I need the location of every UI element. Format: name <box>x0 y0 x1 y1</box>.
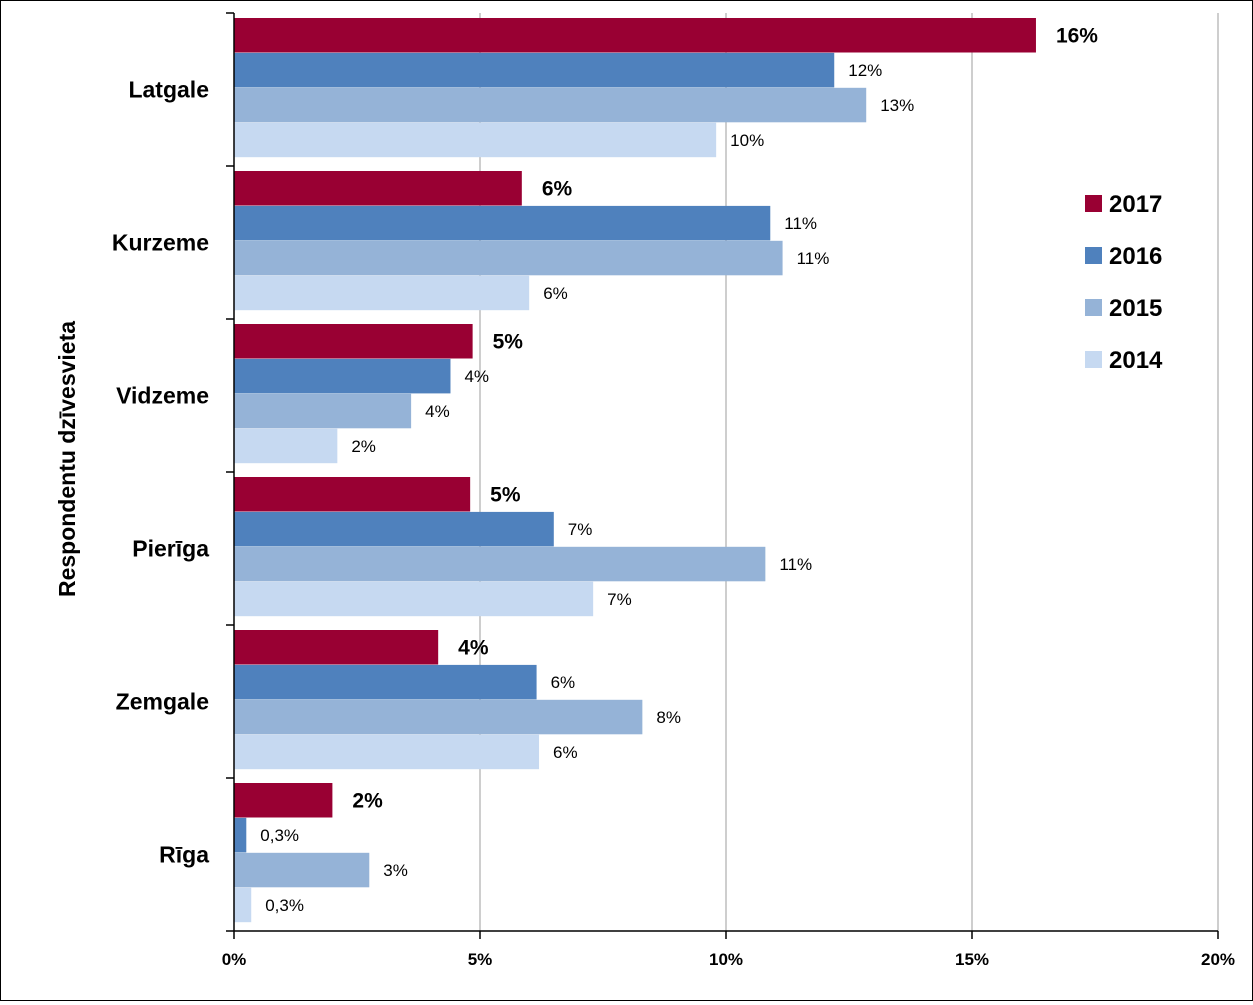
bar-2016-1 <box>234 205 771 241</box>
value-label-2016-0: 12% <box>848 61 882 80</box>
bar-2014-5 <box>234 887 252 923</box>
bar-2015-4 <box>234 699 643 735</box>
category-label-1: Kurzeme <box>112 230 209 256</box>
value-label-2016-4: 6% <box>551 673 576 692</box>
value-label-2014-3: 7% <box>607 590 632 609</box>
labels: 16%12%13%10%Latgale6%11%11%6%Kurzeme5%4%… <box>112 24 1098 915</box>
bar-2015-3 <box>234 546 766 582</box>
bar-2016-2 <box>234 358 451 394</box>
x-tick-label-15: 15% <box>955 950 989 969</box>
value-label-2017-3: 5% <box>490 483 521 506</box>
bar-2017-4 <box>234 630 439 665</box>
legend-swatch-2015 <box>1085 299 1102 316</box>
value-label-2014-2: 2% <box>351 437 376 456</box>
bar-2015-2 <box>234 393 412 429</box>
legend-label-2014: 2014 <box>1109 347 1163 374</box>
bar-2014-4 <box>234 734 540 770</box>
bar-2014-3 <box>234 581 594 617</box>
value-label-2015-5: 3% <box>383 861 408 880</box>
bar-2015-5 <box>234 852 370 888</box>
bar-2016-4 <box>234 664 537 700</box>
value-label-2014-5: 0,3% <box>265 896 304 915</box>
legend-swatch-2017 <box>1085 195 1102 212</box>
value-label-2017-1: 6% <box>542 177 573 200</box>
value-label-2017-2: 5% <box>493 330 524 353</box>
bar-2016-0 <box>234 52 835 88</box>
value-label-2017-4: 4% <box>458 636 489 659</box>
legend-label-2015: 2015 <box>1109 295 1162 322</box>
value-label-2017-5: 2% <box>352 789 383 812</box>
bar-2017-1 <box>234 171 522 206</box>
legend-swatch-2014 <box>1085 351 1102 368</box>
category-label-5: Rīga <box>159 842 209 868</box>
bar-2015-0 <box>234 87 867 123</box>
value-label-2016-2: 4% <box>464 367 489 386</box>
bar-2014-0 <box>234 122 717 158</box>
value-label-2016-3: 7% <box>568 520 593 539</box>
bars <box>234 18 1036 923</box>
bar-2017-2 <box>234 324 473 359</box>
value-label-2014-0: 10% <box>730 131 764 150</box>
legend-label-2017: 2017 <box>1109 191 1162 218</box>
category-label-4: Zemgale <box>116 689 209 715</box>
value-label-2015-2: 4% <box>425 402 450 421</box>
value-label-2014-1: 6% <box>543 284 568 303</box>
bar-2016-5 <box>234 817 247 853</box>
legend-swatch-2016 <box>1085 247 1102 264</box>
bar-2017-0 <box>234 18 1036 53</box>
bar-2017-5 <box>234 783 333 818</box>
bar-2017-3 <box>234 477 471 512</box>
category-label-2: Vidzeme <box>116 383 209 409</box>
bar-2015-1 <box>234 240 783 276</box>
bar-2016-3 <box>234 511 554 547</box>
x-tick-label-5: 5% <box>468 950 493 969</box>
value-label-2015-0: 13% <box>880 96 914 115</box>
legend-label-2016: 2016 <box>1109 243 1162 270</box>
category-label-3: Pierīga <box>132 536 209 562</box>
x-tick-label-10: 10% <box>709 950 743 969</box>
value-label-2014-4: 6% <box>553 743 578 762</box>
value-label-2015-1: 11% <box>797 249 830 268</box>
y-axis-title: Respondentu dzīvesvieta <box>54 321 80 597</box>
gridlines <box>479 13 1219 931</box>
x-tick-label-0: 0% <box>222 950 247 969</box>
value-label-2015-3: 11% <box>779 555 812 574</box>
legend: 2017 2016 2015 2014 <box>1085 191 1163 374</box>
bar-2014-2 <box>234 428 338 464</box>
value-label-2015-4: 8% <box>656 708 681 727</box>
axes: 0% 5% 10% 15% 20% <box>222 12 1235 969</box>
value-label-2016-5: 0,3% <box>260 826 299 845</box>
bar-2014-1 <box>234 275 530 311</box>
value-label-2017-0: 16% <box>1056 24 1098 47</box>
value-label-2016-1: 11% <box>784 214 817 233</box>
category-label-0: Latgale <box>128 77 209 103</box>
x-tick-label-20: 20% <box>1201 950 1235 969</box>
